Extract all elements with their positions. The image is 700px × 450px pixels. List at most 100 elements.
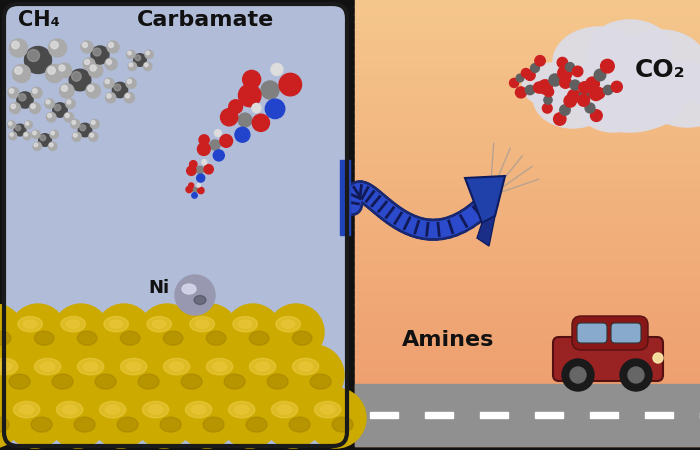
Bar [355, 437, 700, 446]
Bar [355, 215, 700, 223]
FancyBboxPatch shape [4, 4, 347, 446]
Bar [355, 237, 700, 245]
Bar [355, 386, 700, 394]
Circle shape [12, 41, 20, 49]
Circle shape [71, 72, 81, 81]
Circle shape [261, 81, 279, 99]
Circle shape [238, 113, 252, 127]
Circle shape [107, 41, 119, 53]
Polygon shape [477, 216, 495, 246]
Circle shape [69, 345, 129, 405]
Circle shape [214, 130, 221, 136]
Ellipse shape [293, 331, 312, 345]
Bar [355, 304, 700, 312]
Circle shape [40, 135, 46, 141]
Ellipse shape [160, 417, 181, 432]
Circle shape [10, 39, 27, 57]
Circle shape [19, 94, 26, 101]
Circle shape [214, 150, 224, 161]
Circle shape [134, 388, 194, 448]
Circle shape [23, 132, 31, 140]
Circle shape [538, 80, 552, 94]
Circle shape [33, 142, 41, 150]
Bar [355, 170, 700, 178]
Circle shape [220, 135, 232, 147]
Circle shape [271, 63, 283, 76]
Circle shape [105, 58, 117, 70]
Ellipse shape [553, 27, 645, 97]
Polygon shape [465, 176, 505, 223]
Ellipse shape [616, 88, 678, 128]
Bar [355, 29, 700, 37]
Circle shape [210, 140, 220, 150]
Circle shape [139, 304, 195, 360]
Circle shape [129, 63, 133, 67]
Circle shape [220, 388, 280, 448]
Circle shape [265, 99, 285, 119]
Ellipse shape [224, 374, 245, 389]
Bar [355, 393, 700, 401]
Ellipse shape [276, 316, 300, 332]
Bar [355, 155, 700, 163]
Bar [355, 118, 700, 126]
Circle shape [580, 90, 591, 100]
Ellipse shape [163, 331, 183, 345]
Bar [355, 244, 700, 253]
Bar [355, 148, 700, 156]
Ellipse shape [573, 48, 687, 132]
Circle shape [570, 367, 586, 383]
Circle shape [594, 69, 606, 81]
Circle shape [89, 132, 98, 141]
Ellipse shape [106, 405, 120, 414]
Circle shape [8, 87, 19, 98]
Bar [355, 378, 700, 387]
Ellipse shape [169, 362, 184, 371]
Circle shape [83, 42, 88, 48]
Bar [355, 297, 700, 305]
Bar [480, 412, 508, 418]
Circle shape [55, 104, 61, 111]
Circle shape [48, 39, 66, 57]
Circle shape [235, 127, 250, 142]
Circle shape [9, 89, 14, 93]
Bar [425, 412, 453, 418]
Bar [355, 423, 700, 431]
Circle shape [104, 78, 114, 88]
Circle shape [628, 367, 644, 383]
Text: Ni: Ni [149, 279, 170, 297]
Ellipse shape [203, 417, 224, 432]
Circle shape [0, 304, 23, 360]
Ellipse shape [61, 316, 85, 332]
Bar [355, 126, 700, 134]
Ellipse shape [233, 316, 258, 332]
Circle shape [135, 55, 141, 61]
Bar [355, 430, 700, 439]
Circle shape [603, 86, 612, 94]
Circle shape [14, 124, 26, 136]
Circle shape [515, 87, 526, 98]
Circle shape [204, 165, 214, 174]
Bar [355, 58, 700, 67]
Circle shape [50, 130, 58, 139]
Circle shape [25, 121, 32, 129]
Bar [355, 133, 700, 141]
Circle shape [241, 345, 301, 405]
Ellipse shape [66, 320, 80, 328]
Bar [355, 88, 700, 97]
Circle shape [51, 131, 55, 135]
Circle shape [93, 48, 101, 56]
Circle shape [50, 143, 53, 147]
Ellipse shape [310, 374, 331, 389]
Circle shape [45, 99, 55, 108]
Ellipse shape [272, 401, 298, 418]
Circle shape [8, 122, 12, 125]
Ellipse shape [194, 296, 206, 305]
Ellipse shape [148, 405, 163, 414]
Circle shape [229, 100, 243, 113]
Circle shape [65, 113, 69, 117]
Circle shape [10, 103, 20, 113]
Circle shape [146, 51, 150, 55]
Ellipse shape [615, 30, 700, 100]
Circle shape [114, 84, 121, 91]
Ellipse shape [147, 316, 172, 332]
